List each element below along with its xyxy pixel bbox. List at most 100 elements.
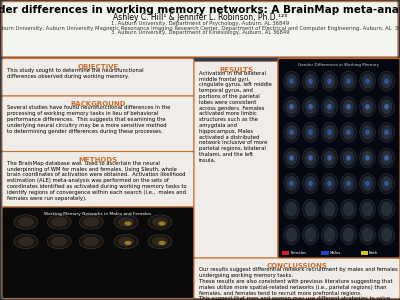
Ellipse shape (379, 97, 394, 117)
Ellipse shape (324, 227, 335, 242)
Ellipse shape (322, 97, 337, 117)
Ellipse shape (148, 234, 172, 249)
Ellipse shape (124, 221, 132, 226)
Ellipse shape (379, 174, 394, 194)
Ellipse shape (286, 74, 297, 88)
Ellipse shape (289, 155, 294, 161)
Text: Males: Males (330, 251, 341, 255)
Ellipse shape (324, 202, 335, 217)
FancyBboxPatch shape (2, 152, 194, 207)
Ellipse shape (14, 215, 38, 229)
Ellipse shape (51, 217, 67, 227)
Text: Gender differences in working memory networks: A BrainMap meta-analysis: Gender differences in working memory net… (0, 5, 400, 15)
Ellipse shape (148, 215, 172, 229)
Text: Several studies have found neurofunctional differences in the
processing of work: Several studies have found neurofunction… (7, 105, 170, 134)
Ellipse shape (83, 237, 99, 246)
Ellipse shape (152, 217, 168, 227)
Ellipse shape (286, 176, 297, 191)
Ellipse shape (327, 130, 332, 135)
Ellipse shape (322, 225, 337, 245)
Ellipse shape (289, 78, 294, 84)
Ellipse shape (360, 71, 375, 91)
Text: Both: Both (369, 251, 378, 255)
Ellipse shape (322, 122, 337, 142)
Ellipse shape (305, 227, 316, 242)
Ellipse shape (289, 181, 294, 186)
Ellipse shape (341, 71, 356, 91)
Ellipse shape (284, 71, 299, 91)
Ellipse shape (365, 78, 370, 84)
Ellipse shape (284, 97, 299, 117)
Ellipse shape (346, 155, 351, 161)
Ellipse shape (365, 104, 370, 110)
Ellipse shape (284, 199, 299, 219)
Ellipse shape (286, 125, 297, 140)
Ellipse shape (124, 241, 132, 245)
Ellipse shape (346, 130, 351, 135)
Ellipse shape (360, 122, 375, 142)
Ellipse shape (322, 199, 337, 219)
Ellipse shape (362, 227, 373, 242)
Ellipse shape (324, 74, 335, 88)
FancyBboxPatch shape (2, 96, 194, 152)
Ellipse shape (381, 74, 392, 88)
Ellipse shape (308, 78, 313, 84)
Ellipse shape (303, 97, 318, 117)
Ellipse shape (343, 99, 354, 114)
Ellipse shape (343, 74, 354, 88)
FancyBboxPatch shape (278, 58, 400, 258)
Ellipse shape (343, 125, 354, 140)
Ellipse shape (47, 234, 71, 249)
FancyBboxPatch shape (2, 2, 398, 57)
Ellipse shape (289, 104, 294, 110)
Ellipse shape (346, 181, 351, 186)
Ellipse shape (381, 176, 392, 191)
Text: METHODS: METHODS (78, 157, 118, 163)
Ellipse shape (286, 99, 297, 114)
Ellipse shape (47, 215, 71, 229)
Ellipse shape (286, 202, 297, 217)
Text: Our results suggest differential network recruitment by males and females
underg: Our results suggest differential network… (199, 267, 398, 300)
Ellipse shape (341, 225, 356, 245)
Ellipse shape (327, 155, 332, 161)
Ellipse shape (362, 176, 373, 191)
Ellipse shape (284, 225, 299, 245)
Ellipse shape (384, 155, 389, 161)
Ellipse shape (18, 237, 34, 246)
Ellipse shape (305, 176, 316, 191)
Text: Activation in the bilateral
middle frontal gyri,
cingulate gyrus, left middle
te: Activation in the bilateral middle front… (199, 71, 272, 163)
Text: 3. Auburn University, Department of Kinesiology, Auburn, AL 36849: 3. Auburn University, Department of Kine… (111, 30, 289, 34)
Ellipse shape (308, 130, 313, 135)
Ellipse shape (360, 225, 375, 245)
Text: Ashley C. Hill¹ & Jennifer L. Robinson, Ph.D.¹²³: Ashley C. Hill¹ & Jennifer L. Robinson, … (113, 14, 287, 22)
Ellipse shape (308, 104, 313, 110)
Text: Gender Differences in Working Memory: Gender Differences in Working Memory (298, 63, 380, 67)
Ellipse shape (284, 174, 299, 194)
Ellipse shape (362, 202, 373, 217)
Text: OBJECTIVE: OBJECTIVE (77, 64, 119, 70)
Ellipse shape (79, 215, 103, 229)
Ellipse shape (324, 176, 335, 191)
Ellipse shape (324, 99, 335, 114)
Text: Females: Females (290, 251, 306, 255)
Ellipse shape (324, 151, 335, 165)
Ellipse shape (83, 217, 99, 227)
Ellipse shape (343, 202, 354, 217)
Ellipse shape (305, 202, 316, 217)
Ellipse shape (381, 125, 392, 140)
Ellipse shape (379, 122, 394, 142)
Ellipse shape (18, 217, 34, 227)
Ellipse shape (303, 122, 318, 142)
Bar (361, 251, 368, 255)
Ellipse shape (114, 215, 138, 229)
Ellipse shape (365, 155, 370, 161)
Ellipse shape (360, 174, 375, 194)
Ellipse shape (303, 225, 318, 245)
Ellipse shape (384, 181, 389, 186)
Ellipse shape (362, 151, 373, 165)
Ellipse shape (152, 237, 168, 246)
Ellipse shape (286, 151, 297, 165)
Ellipse shape (284, 148, 299, 168)
Ellipse shape (343, 227, 354, 242)
Ellipse shape (114, 234, 138, 249)
